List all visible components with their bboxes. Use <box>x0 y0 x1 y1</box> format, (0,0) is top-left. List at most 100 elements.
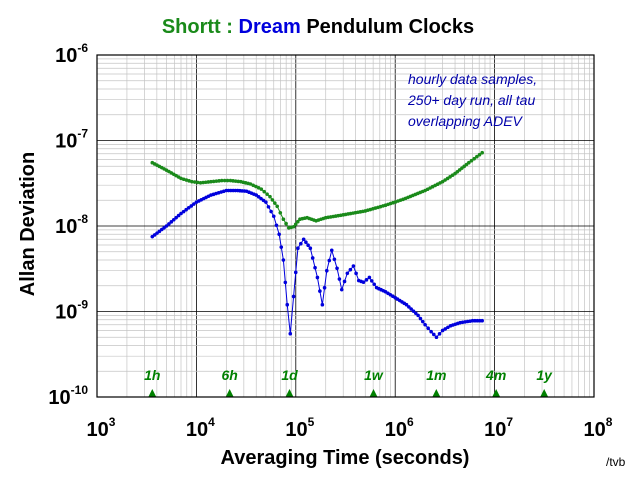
y-axis-label: Allan Deviation <box>17 152 39 296</box>
annotation-line: overlapping ADEV <box>408 113 524 129</box>
annotation-line: 250+ day run, all tau <box>407 92 535 108</box>
title-part-1: : <box>221 16 239 38</box>
data-point-dream <box>329 248 334 253</box>
data-point-dream <box>416 313 420 318</box>
data-point-shortt <box>225 178 230 183</box>
data-point-shortt <box>222 178 227 183</box>
data-point-shortt <box>214 179 219 183</box>
data-point-dream <box>369 279 374 283</box>
time-marker-1m <box>432 389 441 397</box>
data-point-shortt <box>209 179 213 184</box>
data-point-shortt <box>251 183 255 188</box>
data-point-dream <box>361 280 366 285</box>
y-tick-label: 10-10 <box>48 383 88 409</box>
data-point-dream <box>429 329 433 334</box>
data-point-dream <box>354 271 358 276</box>
data-point-dream <box>310 256 315 260</box>
time-marker-1w <box>369 389 378 397</box>
data-point-dream <box>192 202 196 206</box>
data-point-shortt <box>190 179 194 184</box>
series-layer <box>150 150 484 340</box>
data-point-shortt <box>203 180 208 185</box>
x-tick-label: 105 <box>285 415 314 441</box>
data-point-dream <box>372 282 376 287</box>
title-part-0: Shortt <box>162 16 221 38</box>
data-point-shortt <box>291 224 296 229</box>
data-point-shortt <box>469 158 474 163</box>
data-point-dream <box>306 243 310 248</box>
data-point-shortt <box>265 192 269 196</box>
data-point-dream <box>418 316 423 321</box>
data-point-dream <box>332 257 337 262</box>
data-point-shortt <box>477 152 482 157</box>
data-point-dream <box>446 325 450 330</box>
data-point-shortt <box>206 180 211 184</box>
data-point-shortt <box>236 179 241 184</box>
data-point-shortt <box>281 217 286 222</box>
data-point-dream <box>164 224 169 228</box>
y-tick-label: 10-9 <box>55 298 88 324</box>
data-point-shortt <box>179 176 183 181</box>
data-point-shortt <box>275 204 280 209</box>
data-point-dream <box>337 277 342 281</box>
annotation-note: hourly data samples, 250+ day run, all ta… <box>407 71 537 129</box>
data-point-shortt <box>211 179 216 184</box>
time-marker-1h <box>148 389 157 397</box>
data-point-shortt <box>293 222 298 227</box>
data-point-shortt <box>480 150 484 155</box>
x-tick-label: 108 <box>584 415 613 441</box>
time-marker-1y <box>540 389 549 397</box>
data-point-dream <box>437 332 442 336</box>
data-point-shortt <box>248 182 253 186</box>
data-point-dream <box>167 222 171 226</box>
data-point-dream <box>298 241 303 246</box>
y-tick-labels: 10-10 10-9 10-8 10-7 10-6 <box>48 41 88 409</box>
data-point-dream <box>264 200 268 204</box>
title-part-2: Dream <box>239 16 301 38</box>
data-point-dream <box>322 285 327 290</box>
x-tick-label: 104 <box>186 415 215 441</box>
series-line-shortt <box>152 152 483 229</box>
data-point-dream <box>327 258 332 263</box>
data-point-shortt <box>233 179 238 183</box>
x-axis-label: Averaging Time (seconds) <box>221 447 470 469</box>
data-point-dream <box>176 213 181 218</box>
data-point-shortt <box>187 179 191 183</box>
data-point-dream <box>480 318 484 323</box>
x-tick-labels: 103 104 105 106 107 108 <box>87 415 613 441</box>
data-point-dream <box>169 220 174 224</box>
time-marker-label: 1m <box>426 367 446 383</box>
data-point-dream <box>283 280 288 285</box>
data-point-shortt <box>278 210 283 215</box>
y-tick-label: 10-6 <box>55 41 88 67</box>
data-point-shortt <box>259 187 264 191</box>
time-marker-label: 4m <box>485 367 506 383</box>
time-marker-6h <box>225 389 234 397</box>
data-point-dream <box>342 279 347 284</box>
data-point-shortt <box>195 180 200 185</box>
data-point-dream <box>313 265 317 270</box>
data-point-dream <box>308 246 313 250</box>
data-point-dream <box>171 217 176 222</box>
data-point-dream <box>432 332 436 337</box>
y-tick-label: 10-7 <box>55 127 88 153</box>
data-point-dream <box>443 327 448 331</box>
data-point-dream <box>364 278 369 282</box>
data-point-dream <box>179 211 183 216</box>
data-point-dream <box>288 331 293 336</box>
data-point-dream <box>315 275 320 280</box>
data-point-dream <box>339 287 344 292</box>
data-point-dream <box>335 266 339 271</box>
data-point-dream <box>324 268 329 273</box>
time-marker-label: 1y <box>536 367 553 383</box>
data-point-dream <box>345 271 350 276</box>
data-point-dream <box>181 209 186 214</box>
annotation-line: hourly data samples, <box>408 71 537 87</box>
data-point-shortt <box>217 179 221 183</box>
data-point-dream <box>271 214 276 219</box>
chart-title: Shortt : Dream Pendulum Clocks <box>162 16 474 38</box>
y-tick-label: 10-8 <box>55 212 88 238</box>
data-point-shortt <box>262 189 267 194</box>
data-point-shortt <box>472 156 476 161</box>
